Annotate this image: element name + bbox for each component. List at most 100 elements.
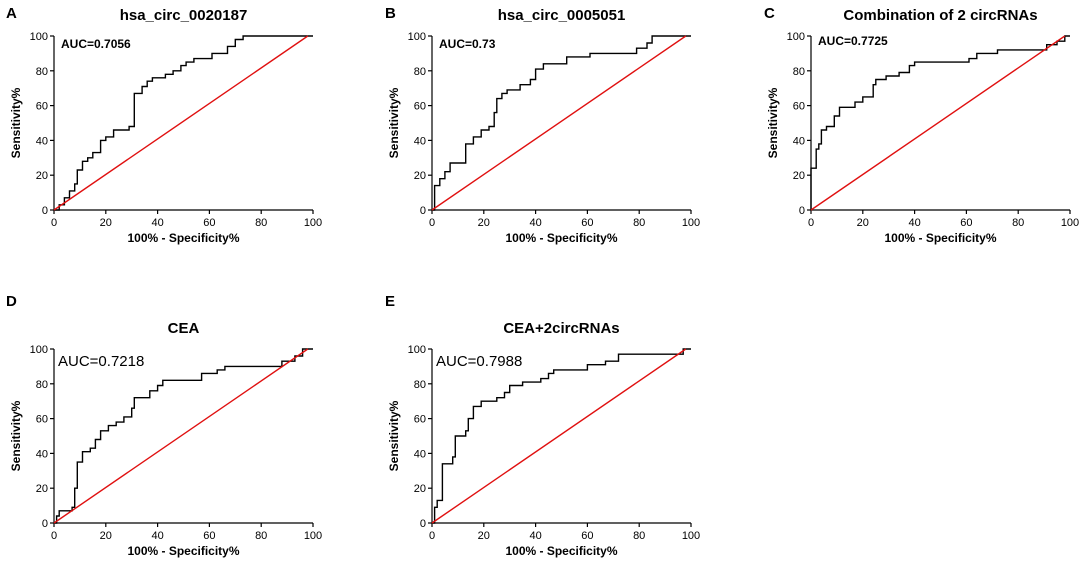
x-tick-label-b: 60 (581, 217, 593, 229)
x-tick-label-e: 60 (581, 530, 593, 542)
y-tick-label-e: 0 (420, 518, 426, 530)
y-tick-label-d: 0 (42, 518, 48, 530)
x-tick-label-d: 20 (100, 530, 112, 542)
x-tick-label-a: 40 (151, 217, 163, 229)
y-tick-label-c: 80 (793, 66, 805, 78)
chart-title-c: Combination of 2 circRNAs (843, 7, 1037, 24)
y-tick-label-a: 0 (42, 205, 48, 217)
x-tick-label-d: 80 (255, 530, 267, 542)
y-tick-label-c: 0 (799, 205, 805, 217)
y-tick-label-b: 80 (414, 66, 426, 78)
x-tick-label-b: 80 (633, 217, 645, 229)
x-tick-label-b: 0 (429, 217, 435, 229)
y-tick-label-c: 60 (793, 101, 805, 113)
y-tick-label-e: 20 (414, 483, 426, 495)
x-axis-title-b: 100% - Specificity% (505, 231, 617, 245)
roc-curve-a (54, 35, 313, 211)
y-tick-label-a: 20 (36, 170, 48, 182)
roc-curve-c (810, 35, 1070, 210)
x-tick-label-a: 100 (304, 217, 322, 229)
y-tick-label-a: 100 (30, 31, 48, 43)
x-tick-label-a: 0 (51, 217, 57, 229)
x-tick-label-e: 40 (529, 530, 541, 542)
auc-annotation-e: AUC=0.7988 (436, 353, 522, 370)
y-tick-label-e: 100 (408, 344, 426, 356)
x-tick-label-d: 60 (203, 530, 215, 542)
y-axis-title-a: Sensitivity% (9, 87, 23, 158)
x-tick-label-b: 100 (682, 217, 700, 229)
x-tick-label-c: 100 (1061, 217, 1079, 229)
y-tick-label-e: 40 (414, 448, 426, 460)
y-tick-label-c: 20 (793, 170, 805, 182)
y-tick-label-b: 0 (420, 205, 426, 217)
chart-title-d: CEA (168, 320, 200, 337)
y-tick-label-c: 40 (793, 135, 805, 147)
panel-label-e: E (385, 293, 395, 310)
x-tick-label-c: 80 (1012, 217, 1024, 229)
chart-title-e: CEA+2circRNAs (503, 320, 619, 337)
y-tick-label-b: 20 (414, 170, 426, 182)
y-tick-label-e: 80 (414, 379, 426, 391)
y-tick-label-a: 80 (36, 66, 48, 78)
y-tick-label-b: 40 (414, 135, 426, 147)
x-tick-label-c: 20 (857, 217, 869, 229)
panel-label-d: D (6, 293, 17, 310)
panel-label-c: C (764, 5, 775, 22)
panel-d: D CEA 0 20 40 60 80 100 0 20 40 60 80 100 100% - Speci… (6, 293, 322, 558)
panel-c: C Combination of 2 circRNAs 0 20 40 60 80 100 0 2… (764, 5, 1079, 245)
y-tick-label-c: 100 (787, 31, 805, 43)
x-tick-label-e: 20 (478, 530, 490, 542)
x-tick-label-b: 40 (529, 217, 541, 229)
y-tick-label-a: 60 (36, 101, 48, 113)
x-axis-title-c: 100% - Specificity% (884, 231, 996, 245)
y-tick-label-b: 60 (414, 101, 426, 113)
x-tick-label-b: 20 (478, 217, 490, 229)
x-tick-label-c: 40 (908, 217, 920, 229)
reference-line-e (431, 348, 687, 524)
x-tick-label-e: 0 (429, 530, 435, 542)
y-axis-title-c: Sensitivity% (766, 87, 780, 158)
roc-curve-b (432, 35, 691, 211)
auc-annotation-b: AUC=0.73 (439, 37, 496, 51)
x-tick-label-a: 60 (203, 217, 215, 229)
x-tick-label-d: 0 (51, 530, 57, 542)
panel-e: E CEA+2circRNAs 0 20 40 60 80 100 0 20 40 60 80 100 10… (385, 293, 700, 558)
y-tick-label-d: 60 (36, 414, 48, 426)
chart-title-a: hsa_circ_0020187 (120, 7, 248, 24)
x-axis-title-e: 100% - Specificity% (505, 544, 617, 558)
y-axis-title-e: Sensitivity% (387, 400, 401, 471)
panel-label-a: A (6, 5, 17, 22)
roc-curve-d (54, 348, 313, 524)
x-tick-label-e: 80 (633, 530, 645, 542)
panel-label-b: B (385, 5, 396, 22)
y-tick-label-e: 60 (414, 414, 426, 426)
reference-line-a (53, 35, 309, 211)
y-tick-label-d: 100 (30, 344, 48, 356)
x-tick-label-e: 100 (682, 530, 700, 542)
x-tick-label-d: 100 (304, 530, 322, 542)
y-axis-title-d: Sensitivity% (9, 400, 23, 471)
x-axis-title-d: 100% - Specificity% (127, 544, 239, 558)
reference-line-c (810, 35, 1066, 211)
x-tick-label-a: 20 (100, 217, 112, 229)
x-tick-label-d: 40 (151, 530, 163, 542)
x-tick-label-a: 80 (255, 217, 267, 229)
y-tick-label-d: 20 (36, 483, 48, 495)
y-tick-label-d: 80 (36, 379, 48, 391)
reference-line-b (431, 35, 687, 211)
y-tick-label-d: 40 (36, 448, 48, 460)
x-tick-label-c: 60 (960, 217, 972, 229)
y-axis-title-b: Sensitivity% (387, 87, 401, 158)
y-tick-label-b: 100 (408, 31, 426, 43)
x-tick-label-c: 0 (808, 217, 814, 229)
reference-line-d (53, 348, 309, 524)
auc-annotation-c: AUC=0.7725 (818, 34, 888, 48)
auc-annotation-d: AUC=0.7218 (58, 353, 144, 370)
auc-annotation-a: AUC=0.7056 (61, 37, 131, 51)
roc-curve-e (432, 348, 691, 524)
x-axis-title-a: 100% - Specificity% (127, 231, 239, 245)
chart-title-b: hsa_circ_0005051 (498, 7, 626, 24)
